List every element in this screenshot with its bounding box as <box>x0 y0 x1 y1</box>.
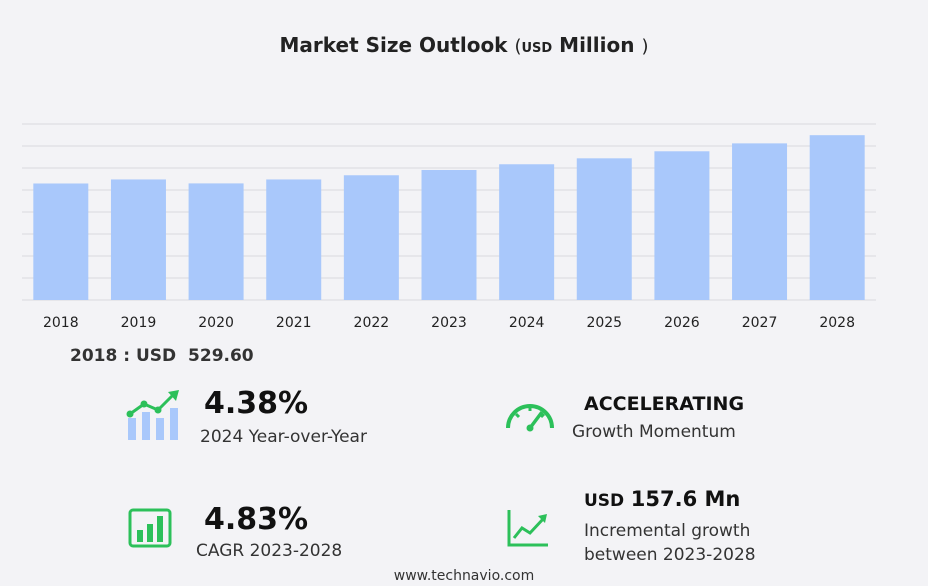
x-tick-label-2023: 2023 <box>431 315 467 331</box>
momentum-value: ACCELERATING <box>584 393 745 415</box>
incremental-label-line2: between 2023-2028 <box>584 545 756 565</box>
x-tick-label-2026: 2026 <box>664 315 700 331</box>
base-year-label: 2018 : USD <box>70 346 177 366</box>
incremental-unit: USD <box>584 491 625 511</box>
x-tick-label-2028: 2028 <box>819 315 855 331</box>
base-year-value: 2018 : USD 529.60 <box>70 346 254 366</box>
cagr-label: CAGR 2023-2028 <box>196 541 343 561</box>
bar-chart-icon <box>128 508 172 548</box>
x-tick-label-2020: 2020 <box>198 315 234 331</box>
bar-2023 <box>421 169 477 300</box>
momentum-label: Growth Momentum <box>572 422 736 442</box>
title-paren-open: ( <box>514 36 522 57</box>
bar-2026 <box>654 151 710 300</box>
footer-source: www.technavio.com <box>393 568 535 584</box>
title-unit-word: Million <box>559 33 635 57</box>
yoy-label: 2024 Year-over-Year <box>200 427 367 447</box>
trend-line-icon <box>507 510 548 547</box>
bar-2021 <box>266 179 322 300</box>
speedometer-icon <box>506 404 554 432</box>
base-year-number: 529.60 <box>188 346 254 366</box>
bar-chart: 2018 2019 2020 2021 2022 2023 2024 2025 2026 2027… <box>22 123 876 331</box>
bar-2025 <box>576 158 632 300</box>
x-tick-label-2025: 2025 <box>586 315 622 331</box>
bar-2020 <box>188 183 244 300</box>
cagr-value: 4.83% <box>204 502 309 537</box>
title-unit: USD <box>521 41 553 56</box>
bar-line-growth-icon <box>126 390 179 440</box>
title-main: Market Size Outlook <box>279 33 508 57</box>
yoy-value: 4.38% <box>204 386 309 421</box>
bar-2027 <box>732 143 788 300</box>
incremental-label-line1: Incremental growth <box>584 521 751 541</box>
x-tick-label-2019: 2019 <box>121 315 157 331</box>
x-tick-label-2024: 2024 <box>509 315 545 331</box>
x-tick-label-2022: 2022 <box>354 315 390 331</box>
x-tick-label-2021: 2021 <box>276 315 312 331</box>
bar-2019 <box>110 179 166 300</box>
bar-2024 <box>499 164 555 300</box>
chart-title: Market Size Outlook (USD Million ) <box>0 33 928 57</box>
incremental-number: 157.6 Mn <box>630 487 741 511</box>
x-tick-label-2027: 2027 <box>742 315 778 331</box>
bar-2028 <box>809 135 865 300</box>
x-tick-label-2018: 2018 <box>43 315 79 331</box>
incremental-value: USD 157.6 Mn <box>584 487 740 511</box>
bar-2022 <box>343 175 399 300</box>
bar-2018 <box>33 183 89 300</box>
title-paren-close: ) <box>641 36 649 57</box>
